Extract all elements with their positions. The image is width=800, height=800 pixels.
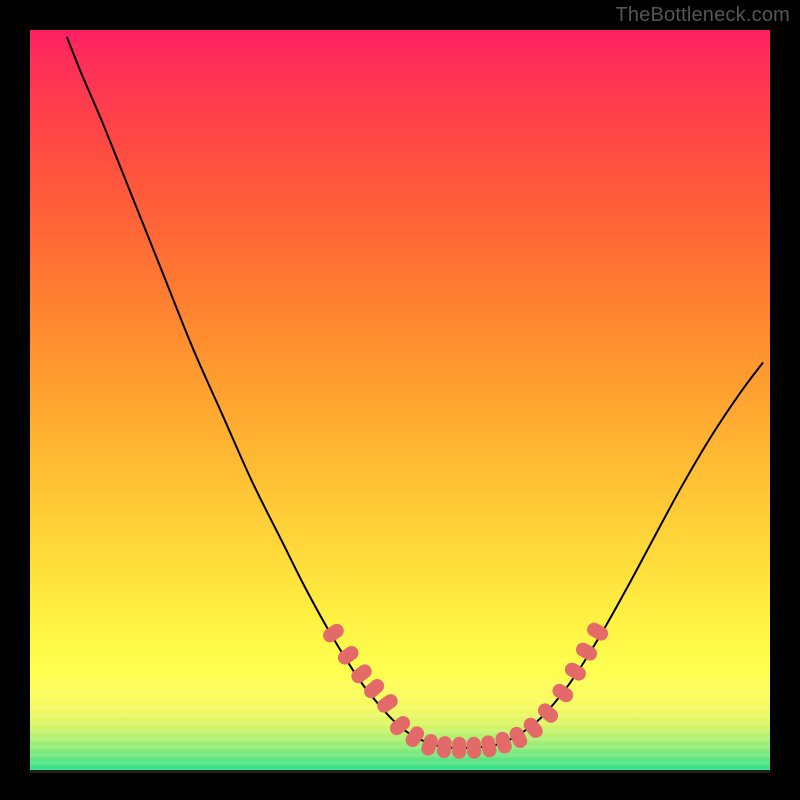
curve-marker <box>452 737 467 759</box>
plot-background <box>30 30 770 770</box>
chart-stage: TheBottleneck.com <box>0 0 800 800</box>
watermark-text: TheBottleneck.com <box>615 4 790 27</box>
chart-svg <box>0 0 800 800</box>
curve-marker <box>466 736 481 759</box>
